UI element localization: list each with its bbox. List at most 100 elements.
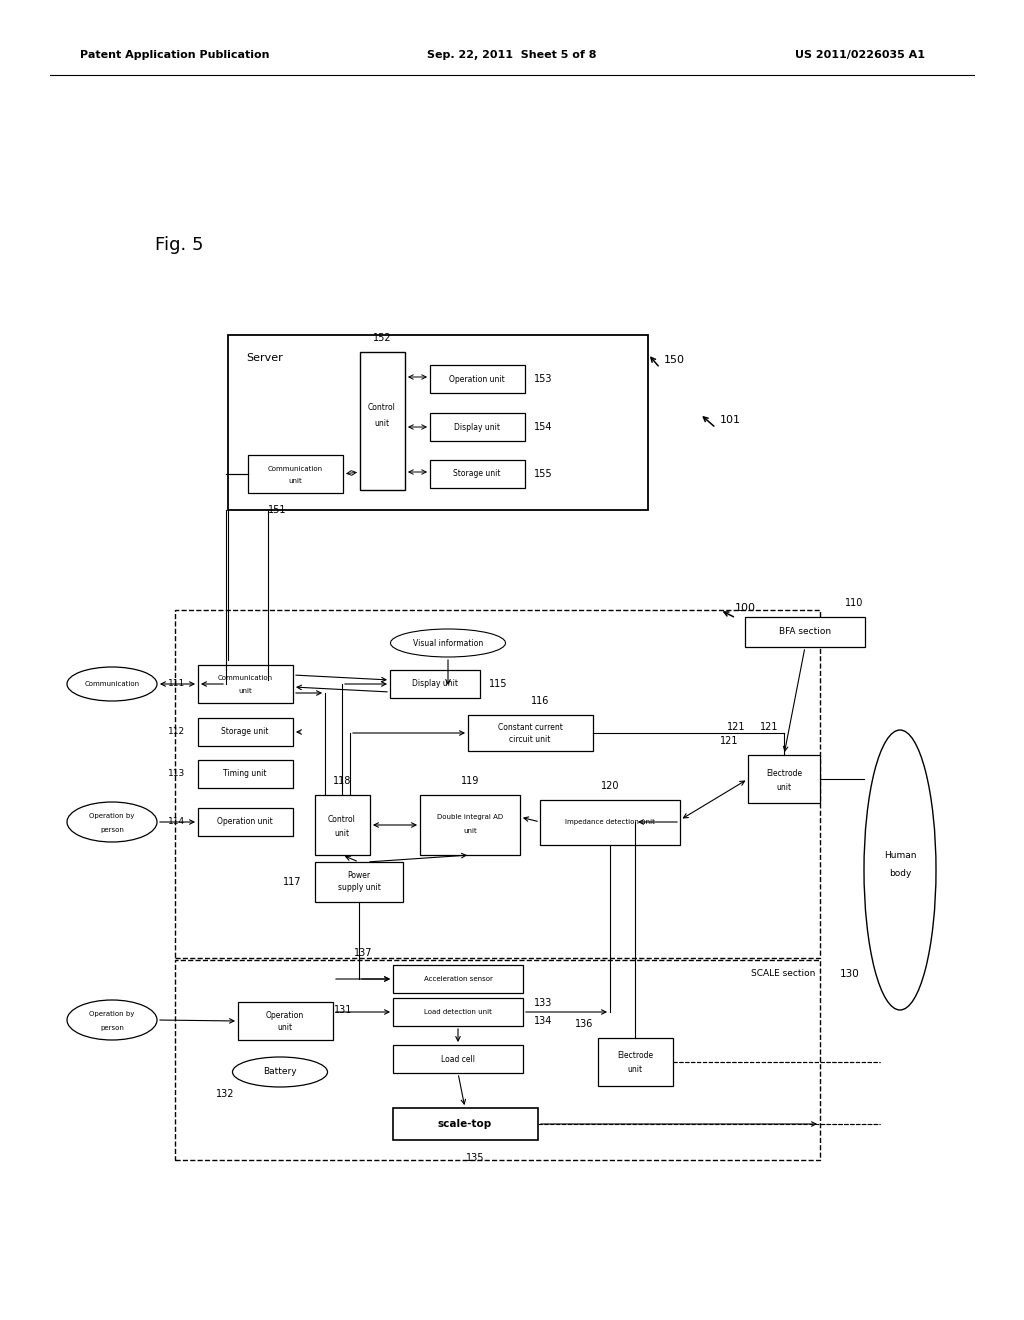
Text: Impedance detection unit: Impedance detection unit: [565, 818, 655, 825]
Bar: [198, 808, 293, 836]
Text: unit: unit: [776, 783, 792, 792]
Text: Operation by: Operation by: [89, 1011, 135, 1016]
Text: 113: 113: [168, 770, 185, 779]
Text: unit: unit: [239, 688, 252, 694]
Text: 132: 132: [216, 1089, 234, 1100]
Text: person: person: [100, 828, 124, 833]
Text: 133: 133: [534, 998, 552, 1008]
Bar: [393, 1045, 523, 1073]
Text: Patent Application Publication: Patent Application Publication: [80, 50, 269, 59]
Bar: [390, 671, 480, 698]
Text: unit: unit: [278, 1023, 293, 1032]
Bar: [598, 1038, 673, 1086]
Text: Load detection unit: Load detection unit: [424, 1008, 492, 1015]
Text: 135: 135: [466, 1152, 484, 1163]
Text: Acceleration sensor: Acceleration sensor: [424, 975, 493, 982]
Text: circuit unit: circuit unit: [509, 734, 551, 743]
Text: Operation by: Operation by: [89, 813, 135, 818]
Text: Display unit: Display unit: [412, 680, 458, 689]
Text: 111: 111: [168, 680, 185, 689]
Text: Communication: Communication: [267, 466, 323, 473]
Text: unit: unit: [628, 1065, 643, 1074]
Bar: [198, 718, 293, 746]
Bar: [430, 413, 525, 441]
Text: 121: 121: [760, 722, 778, 733]
Bar: [468, 715, 593, 751]
Text: 121: 121: [720, 737, 738, 746]
Text: BFA section: BFA section: [779, 627, 831, 636]
Bar: [540, 800, 680, 845]
Text: 151: 151: [268, 506, 287, 515]
Text: 119: 119: [461, 776, 479, 785]
Bar: [238, 1002, 333, 1040]
Text: Operation unit: Operation unit: [217, 817, 272, 826]
Bar: [748, 755, 820, 803]
Text: Constant current: Constant current: [498, 722, 562, 731]
Text: 154: 154: [534, 422, 552, 432]
Bar: [745, 616, 865, 647]
Bar: [393, 1107, 538, 1140]
Text: 131: 131: [334, 1005, 352, 1015]
Text: Storage unit: Storage unit: [221, 727, 268, 737]
Text: Timing unit: Timing unit: [223, 770, 266, 779]
Bar: [315, 795, 370, 855]
Text: Display unit: Display unit: [454, 422, 500, 432]
Text: Electrode: Electrode: [616, 1052, 653, 1060]
Bar: [198, 760, 293, 788]
Text: person: person: [100, 1026, 124, 1031]
Text: Operation: Operation: [266, 1011, 304, 1020]
Text: 116: 116: [530, 696, 549, 706]
Text: Sep. 22, 2011  Sheet 5 of 8: Sep. 22, 2011 Sheet 5 of 8: [427, 50, 597, 59]
Bar: [393, 965, 523, 993]
Bar: [393, 998, 523, 1026]
Text: 110: 110: [845, 598, 863, 609]
Bar: [420, 795, 520, 855]
Text: 121: 121: [727, 722, 745, 733]
Bar: [360, 352, 406, 490]
Text: Load cell: Load cell: [441, 1055, 475, 1064]
Text: 115: 115: [488, 678, 507, 689]
Text: supply unit: supply unit: [338, 883, 381, 892]
Text: Fig. 5: Fig. 5: [155, 236, 204, 253]
Text: 153: 153: [534, 374, 552, 384]
Bar: [315, 862, 403, 902]
Text: 136: 136: [574, 1019, 593, 1030]
Text: Communication: Communication: [84, 681, 139, 686]
Text: 117: 117: [283, 876, 301, 887]
Text: Operation unit: Operation unit: [450, 375, 505, 384]
Text: 137: 137: [353, 948, 373, 958]
Text: Server: Server: [246, 352, 283, 363]
Bar: [175, 960, 820, 1160]
Text: 134: 134: [534, 1016, 552, 1026]
Text: Control: Control: [368, 403, 396, 412]
Bar: [430, 366, 525, 393]
Text: 101: 101: [720, 414, 740, 425]
Text: body: body: [889, 870, 911, 879]
Text: 130: 130: [840, 969, 860, 979]
Bar: [248, 455, 343, 492]
Text: unit: unit: [463, 828, 477, 834]
Bar: [228, 335, 648, 510]
Text: Power: Power: [347, 871, 371, 880]
Text: 100: 100: [734, 603, 756, 612]
Text: Communication: Communication: [217, 675, 272, 681]
Text: 112: 112: [168, 727, 185, 737]
Text: Electrode: Electrode: [766, 768, 802, 777]
Text: SCALE section: SCALE section: [751, 969, 815, 978]
Text: scale-top: scale-top: [438, 1119, 493, 1129]
Text: unit: unit: [288, 478, 302, 484]
Text: Battery: Battery: [263, 1068, 297, 1077]
Text: unit: unit: [375, 420, 389, 429]
Text: 120: 120: [601, 781, 620, 791]
Text: Human: Human: [884, 851, 916, 861]
Bar: [430, 459, 525, 488]
Text: 150: 150: [664, 355, 684, 366]
Text: unit: unit: [335, 829, 349, 837]
Text: Storage unit: Storage unit: [454, 470, 501, 479]
Bar: [175, 610, 820, 958]
Bar: [198, 665, 293, 704]
Text: Control: Control: [328, 816, 356, 825]
Text: 118: 118: [333, 776, 351, 785]
Text: Double integral AD: Double integral AD: [437, 814, 503, 820]
Text: Visual information: Visual information: [413, 639, 483, 648]
